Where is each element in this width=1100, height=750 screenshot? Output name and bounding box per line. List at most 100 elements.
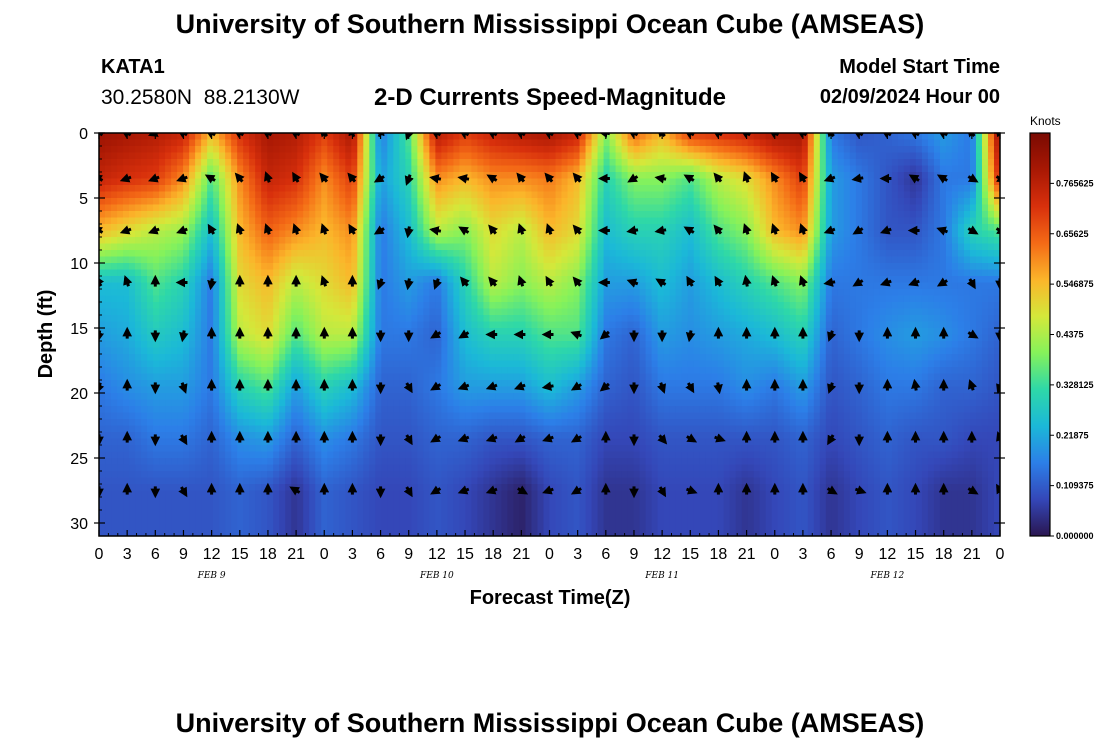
heatmap-cell [267, 315, 274, 323]
heatmap-cell [537, 224, 545, 232]
heatmap-cell [381, 282, 388, 290]
heatmap-cell [489, 263, 497, 271]
heatmap-cell [381, 295, 388, 303]
heatmap-cell [789, 139, 797, 147]
heatmap-cell [399, 198, 406, 206]
heatmap-cell [777, 159, 785, 167]
heatmap-cell [813, 152, 821, 160]
heatmap-cell [903, 295, 911, 303]
heatmap-cell [615, 159, 623, 167]
heatmap-cell [987, 172, 995, 180]
heatmap-cell [675, 224, 683, 232]
heatmap-cell [549, 263, 557, 271]
heatmap-cell [189, 328, 196, 336]
heatmap-cell [489, 159, 497, 167]
heatmap-cell [693, 159, 701, 167]
heatmap-cell [333, 172, 340, 180]
heatmap-cell [567, 308, 575, 316]
heatmap-cell [639, 204, 647, 212]
heatmap-cell [963, 133, 971, 141]
heatmap-cell [903, 172, 911, 180]
heatmap-cell [501, 165, 509, 173]
heatmap-cell [363, 198, 370, 206]
heatmap-cell [717, 159, 725, 167]
heatmap-cell [801, 198, 809, 206]
heatmap-cell [759, 146, 767, 154]
heatmap-cell [267, 185, 274, 193]
heatmap-cell [861, 165, 869, 173]
heatmap-cell [681, 165, 689, 173]
heatmap-cell [111, 289, 118, 297]
heatmap-cell [621, 165, 629, 173]
heatmap-cell [747, 178, 755, 186]
heatmap-cell [387, 230, 394, 238]
heatmap-cell [375, 341, 382, 349]
heatmap-cell [411, 328, 418, 336]
heatmap-cell [339, 295, 346, 303]
heatmap-cell [459, 139, 467, 147]
heatmap-cell [783, 295, 791, 303]
heatmap-cell [543, 295, 551, 303]
heatmap-cell [417, 321, 424, 329]
heatmap-cell [963, 341, 971, 349]
heatmap-cell [921, 237, 929, 245]
heatmap-cell [375, 204, 382, 212]
heatmap-cell [861, 334, 869, 342]
heatmap-cell [519, 263, 527, 271]
heatmap-cell [771, 217, 779, 225]
heatmap-cell [135, 263, 142, 271]
heatmap-cell [897, 172, 905, 180]
heatmap-cell [171, 204, 178, 212]
heatmap-cell [225, 341, 232, 349]
heatmap-cell [105, 282, 112, 290]
heatmap-cell [99, 321, 106, 329]
heatmap-cell [279, 133, 286, 141]
heatmap-cell [549, 159, 557, 167]
heatmap-cell [471, 159, 479, 167]
heatmap-cell [591, 178, 599, 186]
heatmap-cell [639, 321, 647, 329]
heatmap-cell [909, 334, 917, 342]
heatmap-cell [813, 172, 821, 180]
heatmap-cell [717, 263, 725, 271]
heatmap-cell [141, 263, 148, 271]
heatmap-cell [495, 165, 503, 173]
heatmap-cell [213, 165, 220, 173]
heatmap-cell [237, 321, 244, 329]
heatmap-cell [897, 263, 905, 271]
heatmap-cell [135, 172, 142, 180]
heatmap-cell [705, 243, 713, 251]
heatmap-cell [429, 321, 436, 329]
heatmap-cell [189, 230, 196, 238]
heatmap-cell [495, 224, 503, 232]
heatmap-cell [543, 139, 551, 147]
heatmap-cell [831, 185, 839, 193]
heatmap-cell [255, 165, 262, 173]
heatmap-cell [435, 211, 442, 219]
heatmap-cell [645, 315, 653, 323]
heatmap-cell [189, 276, 196, 284]
heatmap-cell [657, 321, 665, 329]
heatmap-cell [465, 334, 473, 342]
heatmap-cell [855, 315, 863, 323]
heatmap-cell [459, 237, 467, 245]
heatmap-cell [579, 159, 587, 167]
heatmap-cell [399, 159, 406, 167]
heatmap-cell [843, 256, 851, 264]
heatmap-cell [987, 282, 995, 290]
heatmap-cell [939, 315, 947, 323]
heatmap-cell [567, 217, 575, 225]
heatmap-cell [489, 152, 497, 160]
heatmap-cell [939, 263, 947, 271]
heatmap-cell [501, 243, 509, 251]
heatmap-cell [831, 302, 839, 310]
heatmap-cell [303, 341, 310, 349]
heatmap-cell [189, 269, 196, 277]
heatmap-cell [783, 289, 791, 297]
heatmap-cell [687, 315, 695, 323]
heatmap-cell [327, 152, 334, 160]
heatmap-cell [981, 224, 989, 232]
heatmap-cell [621, 328, 629, 336]
heatmap-cell [969, 191, 977, 199]
heatmap-cell [831, 139, 839, 147]
